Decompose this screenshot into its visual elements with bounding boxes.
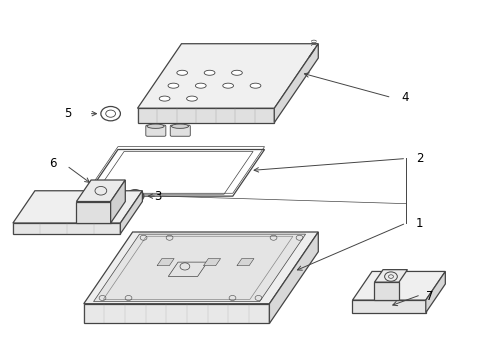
Text: 4: 4: [401, 91, 409, 104]
Polygon shape: [374, 270, 408, 282]
Polygon shape: [352, 300, 426, 313]
Polygon shape: [76, 202, 111, 223]
Text: 1: 1: [416, 216, 423, 230]
Text: 6: 6: [49, 157, 57, 170]
Text: 3: 3: [154, 190, 162, 203]
FancyBboxPatch shape: [170, 125, 190, 136]
Polygon shape: [352, 271, 445, 300]
Polygon shape: [94, 234, 306, 302]
Ellipse shape: [159, 96, 170, 101]
Polygon shape: [76, 180, 125, 202]
Polygon shape: [270, 232, 318, 323]
Text: 5: 5: [64, 107, 72, 120]
Ellipse shape: [204, 70, 215, 75]
Polygon shape: [374, 282, 399, 300]
Ellipse shape: [223, 83, 234, 88]
Polygon shape: [13, 191, 143, 223]
Polygon shape: [84, 232, 318, 304]
Text: 2: 2: [416, 152, 423, 165]
Polygon shape: [111, 180, 125, 223]
Polygon shape: [237, 258, 254, 266]
Ellipse shape: [177, 70, 188, 75]
Ellipse shape: [196, 83, 206, 88]
Ellipse shape: [250, 83, 261, 88]
Polygon shape: [138, 108, 274, 123]
Polygon shape: [121, 191, 143, 234]
Ellipse shape: [172, 124, 189, 129]
Ellipse shape: [187, 96, 197, 101]
Polygon shape: [138, 44, 318, 108]
Polygon shape: [274, 44, 318, 123]
Ellipse shape: [147, 124, 164, 129]
Ellipse shape: [232, 70, 243, 75]
Ellipse shape: [168, 83, 179, 88]
Polygon shape: [13, 223, 121, 234]
Polygon shape: [426, 271, 445, 313]
FancyBboxPatch shape: [146, 125, 166, 136]
Text: 7: 7: [426, 290, 433, 303]
Polygon shape: [84, 304, 270, 323]
Polygon shape: [157, 258, 174, 266]
Polygon shape: [203, 258, 220, 266]
